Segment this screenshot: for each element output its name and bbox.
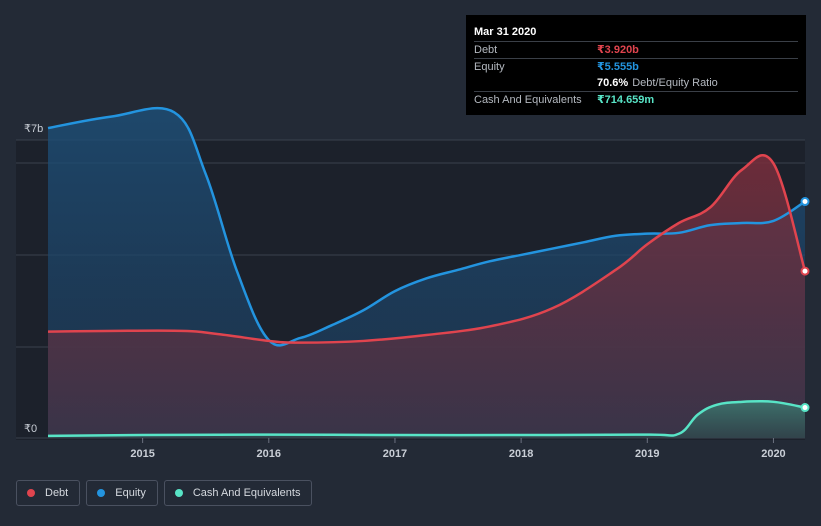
tooltip-row-ratio: 70.6% Debt/Equity Ratio	[474, 75, 798, 92]
series-end-markers	[800, 197, 810, 413]
y-axis-max-label: ₹7b	[24, 123, 43, 135]
equity-line	[47, 106, 806, 347]
x-tick-label: 2019	[635, 448, 659, 460]
tooltip-equity-value: ₹5.555b	[597, 61, 639, 73]
debt-line	[47, 154, 807, 344]
legend-debt-label: Debt	[45, 487, 69, 499]
debt-end-marker	[800, 266, 810, 276]
series-lines	[47, 106, 807, 438]
legend-item-cash[interactable]: Cash And Equivalents	[163, 480, 313, 506]
legend-equity-label: Equity	[115, 487, 146, 499]
x-tick-label: 2016	[257, 448, 281, 460]
tooltip-ratio-value: 70.6%	[597, 77, 629, 89]
tooltip-date: Mar 31 2020	[474, 24, 798, 42]
tooltip-debt-label: Debt	[474, 44, 498, 56]
legend-item-debt[interactable]: Debt	[16, 480, 81, 506]
legend-equity-dot	[97, 489, 106, 497]
legend-cash-label: Cash And Equivalents	[192, 487, 301, 499]
tooltip-equity-label: Equity	[474, 61, 505, 73]
cash-area	[48, 401, 805, 438]
x-tick-label: 2018	[509, 448, 533, 460]
tooltip-ratio-label: Debt/Equity Ratio	[632, 77, 718, 89]
chart-legend: Debt Equity Cash And Equivalents	[16, 480, 313, 506]
x-axis-ticks: 2015 2016 2017 2018 2019 2020	[130, 438, 786, 460]
tooltip-panel: Mar 31 2020 Debt ₹3.920b Equity ₹5.555b …	[466, 15, 806, 115]
x-tick-label: 2015	[130, 448, 154, 460]
series-areas	[48, 108, 805, 439]
x-tick-label: 2020	[761, 448, 785, 460]
tooltip-cash-label: Cash And Equivalents	[474, 94, 582, 106]
cash-line	[47, 399, 806, 438]
tooltip-row-debt: Debt ₹3.920b	[474, 42, 798, 59]
tooltip-ratio-spacer	[474, 75, 597, 91]
tooltip-debt-value: ₹3.920b	[597, 44, 639, 56]
legend-debt-dot	[27, 489, 35, 497]
tooltip-row-cash: Cash And Equivalents ₹714.659m	[474, 92, 798, 108]
debt-area	[48, 155, 805, 438]
legend-item-equity[interactable]: Equity	[86, 480, 158, 506]
equity-end-marker	[800, 197, 810, 207]
tooltip-row-equity: Equity ₹5.555b	[474, 59, 798, 75]
cash-end-marker	[800, 403, 810, 413]
x-tick-label: 2017	[383, 448, 407, 460]
legend-cash-dot	[174, 489, 183, 497]
y-axis-min-label: ₹0	[24, 423, 37, 435]
tooltip-cash-value: ₹714.659m	[597, 94, 655, 106]
